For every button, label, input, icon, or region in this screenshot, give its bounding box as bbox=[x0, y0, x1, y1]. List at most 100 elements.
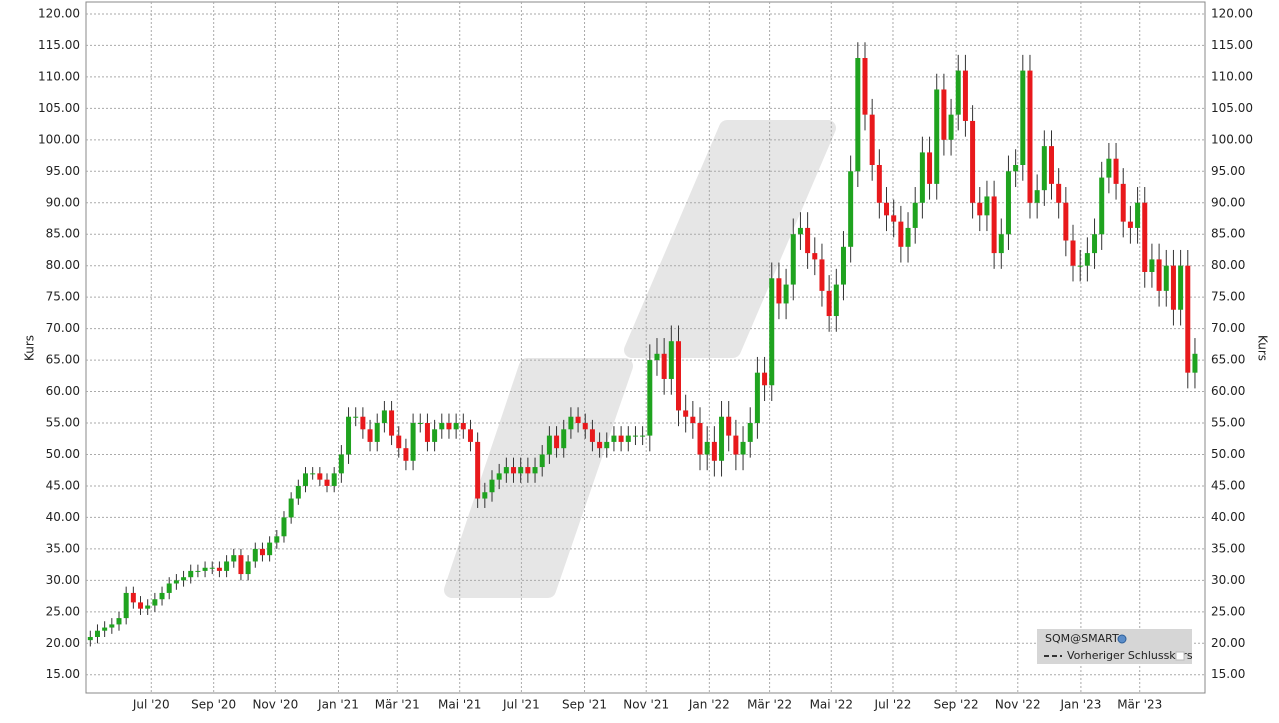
candle-body bbox=[432, 429, 438, 442]
candle-body bbox=[188, 570, 194, 578]
candle-body bbox=[525, 467, 531, 474]
y-tick-label: 30.00 bbox=[46, 573, 80, 587]
candle-body bbox=[1084, 253, 1090, 266]
candle-body bbox=[295, 485, 301, 499]
candles bbox=[87, 42, 1198, 647]
candle-body bbox=[209, 567, 215, 569]
candle-body bbox=[575, 416, 581, 424]
candle-body bbox=[948, 114, 954, 140]
candle-body bbox=[1077, 265, 1083, 267]
candle-body bbox=[833, 284, 839, 317]
candle-body bbox=[152, 599, 158, 606]
watermark bbox=[444, 120, 836, 598]
candle-body bbox=[417, 423, 423, 425]
candle-body bbox=[159, 592, 165, 600]
candle-body bbox=[410, 423, 416, 461]
candle-body bbox=[489, 479, 495, 493]
y-tick-label: 55.00 bbox=[46, 416, 80, 430]
y2-tick-label: 110.00 bbox=[1211, 69, 1253, 83]
y2-tick-label: 15.00 bbox=[1211, 667, 1245, 681]
legend-label: SQM@SMART bbox=[1045, 632, 1119, 645]
y2-tick-label: 115.00 bbox=[1211, 38, 1253, 52]
candle-body bbox=[467, 429, 473, 442]
x-tick-label: Mär '21 bbox=[375, 698, 420, 712]
candle-body bbox=[1092, 234, 1098, 254]
candle-body bbox=[855, 58, 861, 172]
candle-body bbox=[1149, 259, 1155, 272]
candle-body bbox=[1034, 190, 1040, 203]
candle-body bbox=[783, 284, 789, 304]
candle-body bbox=[539, 454, 545, 468]
candle-body bbox=[1156, 259, 1162, 291]
candle-body bbox=[123, 592, 129, 619]
candle-body bbox=[747, 423, 753, 442]
candle-body bbox=[826, 290, 832, 317]
y2-tick-label: 30.00 bbox=[1211, 573, 1245, 587]
candle-body bbox=[138, 602, 144, 609]
candle-body bbox=[704, 441, 710, 455]
candle-body bbox=[460, 423, 466, 430]
x-tick-label: Mär '22 bbox=[747, 698, 792, 712]
y2-tick-label: 70.00 bbox=[1211, 321, 1245, 335]
candle-body bbox=[597, 441, 603, 449]
candle-body bbox=[245, 561, 251, 575]
candle-body bbox=[1127, 221, 1133, 228]
candle-body bbox=[511, 467, 517, 474]
plot-frame bbox=[85, 1, 1206, 694]
candle-body bbox=[274, 536, 280, 543]
candle-body bbox=[267, 542, 273, 556]
candle-body bbox=[632, 435, 638, 437]
y2-tick-label: 45.00 bbox=[1211, 478, 1245, 492]
candle-body bbox=[848, 171, 854, 247]
candle-body bbox=[991, 196, 997, 254]
candle-body bbox=[1027, 70, 1033, 203]
candle-body bbox=[568, 416, 574, 430]
x-tick-label: Sep '21 bbox=[562, 698, 607, 712]
y2-tick-label: 105.00 bbox=[1211, 101, 1253, 115]
x-tick-label: Nov '22 bbox=[995, 698, 1041, 712]
y-tick-label: 90.00 bbox=[46, 195, 80, 209]
candle-body bbox=[884, 202, 890, 216]
candle-body bbox=[317, 473, 323, 480]
y-tick-label: 80.00 bbox=[46, 258, 80, 272]
y2-axis-title: Kurs bbox=[1256, 335, 1270, 361]
x-tick-label: Sep '20 bbox=[191, 698, 236, 712]
y-tick-label: 50.00 bbox=[46, 447, 80, 461]
candle-body bbox=[302, 473, 308, 486]
candle-body bbox=[984, 196, 990, 216]
candle-body bbox=[647, 360, 653, 436]
candle-body bbox=[1041, 146, 1047, 191]
candle-body bbox=[367, 429, 373, 442]
candle-body bbox=[812, 253, 818, 260]
candle-body bbox=[231, 555, 237, 562]
x-tick-label: Nov '21 bbox=[623, 698, 669, 712]
y-axis-title: Kurs bbox=[23, 335, 37, 361]
candle-body bbox=[675, 341, 681, 411]
legend-box bbox=[1037, 629, 1192, 664]
candle-body bbox=[862, 58, 868, 115]
y-tick-label: 75.00 bbox=[46, 290, 80, 304]
candle-body bbox=[719, 416, 725, 461]
candle-body bbox=[618, 435, 624, 442]
candle-body bbox=[1070, 240, 1076, 266]
candle-body bbox=[331, 473, 337, 486]
candle-body bbox=[962, 70, 968, 121]
y-tick-label: 60.00 bbox=[46, 384, 80, 398]
candle-body bbox=[396, 435, 402, 449]
x-tick-label: Jul '20 bbox=[132, 698, 170, 712]
y-tick-label: 120.00 bbox=[38, 6, 80, 20]
candle-body bbox=[324, 479, 330, 486]
candle-body bbox=[582, 423, 588, 430]
x-tick-label: Mai '21 bbox=[438, 698, 481, 712]
legend-label: Vorheriger Schlusskurs bbox=[1067, 649, 1193, 662]
x-tick-label: Nov '20 bbox=[252, 698, 298, 712]
x-tick-label: Jan '23 bbox=[1059, 698, 1101, 712]
y2-tick-label: 60.00 bbox=[1211, 384, 1245, 398]
candle-body bbox=[446, 423, 452, 430]
candle-body bbox=[1185, 265, 1191, 373]
candle-body bbox=[690, 416, 696, 424]
candle-body bbox=[424, 423, 430, 442]
x-tick-label: Jan '21 bbox=[317, 698, 359, 712]
candle-body bbox=[1163, 265, 1169, 291]
